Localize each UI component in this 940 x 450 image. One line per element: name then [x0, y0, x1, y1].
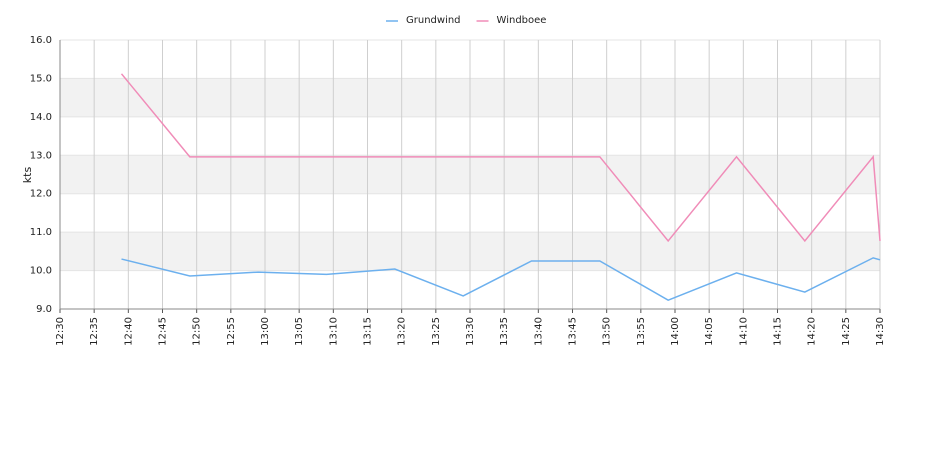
x-tick-label: 14:20 [807, 317, 818, 346]
x-tick-label: 13:35 [499, 317, 510, 346]
x-tick-label: 12:45 [158, 317, 169, 346]
y-tick-label: 10.0 [30, 266, 52, 277]
y-tick-label: 16.0 [30, 35, 52, 46]
y-tick-label: 9.0 [36, 304, 52, 315]
y-axis-label: kts [21, 167, 34, 184]
y-tick-label: 13.0 [30, 150, 52, 161]
y-tick-label: 14.0 [30, 112, 52, 123]
x-tick-label: 13:05 [294, 317, 305, 346]
x-tick-label: 14:00 [670, 317, 681, 346]
x-tick-label: 12:40 [123, 317, 134, 346]
x-tick-label: 14:05 [704, 317, 715, 346]
x-tick-label: 13:30 [465, 317, 476, 346]
x-tick-label: 13:10 [328, 317, 339, 346]
x-tick-label: 12:35 [89, 317, 100, 346]
x-tick-label: 13:55 [636, 317, 647, 346]
y-tick-label: 15.0 [30, 73, 52, 84]
x-tick-label: 13:15 [363, 317, 374, 346]
legend-label: Windboee [497, 15, 547, 26]
series-line [120, 73, 881, 243]
x-tick-label: 12:50 [192, 317, 203, 346]
series-line [121, 257, 881, 301]
legend-label: Grundwind [406, 15, 461, 26]
x-tick-label: 14:10 [738, 317, 749, 346]
y-tick-label: 11.0 [30, 227, 52, 238]
x-tick-label: 13:25 [431, 317, 442, 346]
x-tick-label: 14:30 [875, 317, 886, 346]
x-tick-label: 14:25 [841, 317, 852, 346]
x-tick-label: 13:20 [397, 317, 408, 346]
x-tick-label: 14:15 [773, 317, 784, 346]
x-tick-label: 12:30 [55, 317, 66, 346]
x-tick-label: 12:55 [226, 317, 237, 346]
x-tick-label: 13:45 [568, 317, 579, 346]
x-tick-label: 13:00 [260, 317, 271, 346]
x-tick-label: 13:50 [602, 317, 613, 346]
y-tick-label: 12.0 [30, 189, 52, 200]
x-tick-label: 13:40 [533, 317, 544, 346]
